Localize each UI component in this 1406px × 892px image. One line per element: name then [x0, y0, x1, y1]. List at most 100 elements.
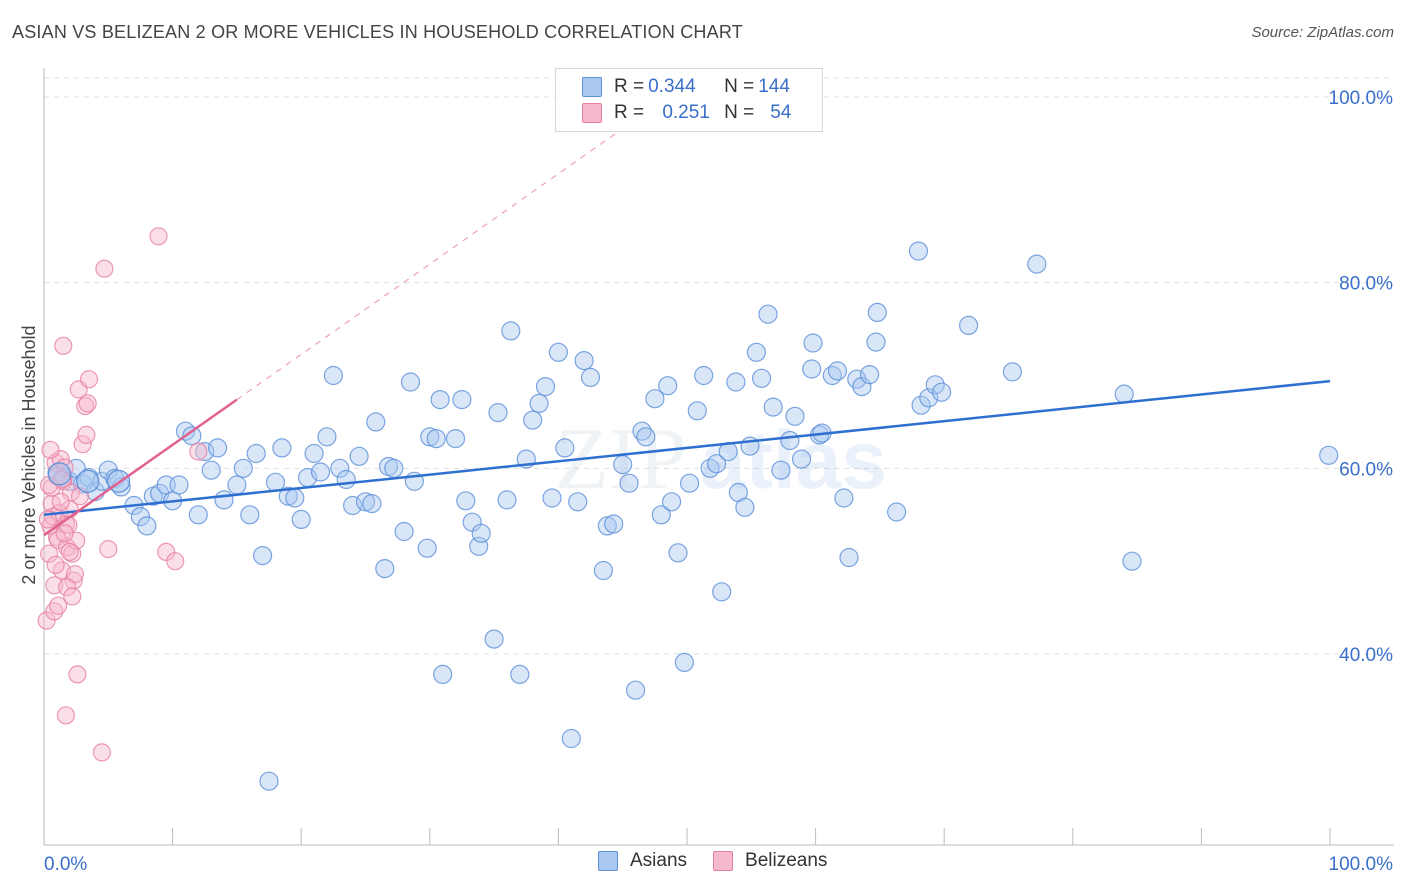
asian-point [336, 469, 356, 490]
asian-point [535, 377, 556, 397]
belizean-point [64, 571, 83, 590]
asian-point [510, 664, 530, 685]
asian-point [746, 342, 767, 362]
asian-point [613, 455, 633, 475]
legend: Asians Belizeans [598, 850, 853, 872]
asian-point [925, 375, 945, 395]
asian-point [317, 427, 337, 447]
belizean-point [41, 440, 60, 459]
asian-point [195, 442, 215, 462]
asian-point [529, 393, 549, 413]
asian-point [619, 473, 639, 493]
asian-point [214, 490, 234, 510]
legend-swatch-belizeans [713, 851, 734, 871]
asian-point [561, 728, 581, 749]
asian-point [137, 516, 157, 536]
asian-point [674, 652, 695, 673]
belizean-point [54, 336, 73, 355]
asian-point [130, 506, 150, 527]
belizean-point [37, 611, 56, 630]
asian-point-cluster [76, 469, 100, 493]
asian-point [501, 321, 521, 341]
stats-swatch-asians [582, 77, 602, 97]
asian-point [726, 372, 746, 392]
belizean-point [51, 492, 70, 511]
x-tick-label: 100.0% [1329, 854, 1394, 875]
asian-point [593, 560, 614, 581]
asian-point [233, 458, 253, 478]
asian-point [375, 558, 395, 579]
asian-point [780, 430, 800, 451]
legend-swatch-asians [598, 851, 618, 871]
belizean-point [68, 665, 87, 684]
belizean-point [63, 587, 82, 606]
asian-point [574, 351, 594, 371]
asian-point [791, 449, 812, 469]
asian-point [604, 514, 624, 534]
asian-point [384, 458, 404, 478]
stats-row-belizeans: R = 0.251 N = 54 [582, 100, 791, 126]
belizean-point [60, 542, 79, 562]
asian-point [735, 497, 755, 517]
n-label: N = [724, 102, 755, 123]
belizean-point [166, 552, 185, 571]
asian-point [259, 771, 279, 791]
stats-box: R = 0.344 N = 144 R = 0.251 N = 54 [555, 68, 823, 132]
belizean-point [39, 544, 59, 563]
asian-point [355, 492, 376, 512]
legend-label-belizeans: Belizeans [745, 850, 828, 871]
asian-point [661, 492, 682, 512]
asian-point [1114, 384, 1134, 404]
belizean-point [95, 259, 114, 278]
n-value: 144 [758, 76, 790, 97]
stats-swatch-belizeans [582, 103, 602, 123]
asian-point [555, 438, 575, 458]
asian-point [349, 446, 369, 466]
asian-point [1319, 445, 1339, 465]
asian-point-cluster [47, 462, 72, 486]
legend-item-asians[interactable]: Asians [598, 850, 687, 872]
asian-point [1002, 362, 1023, 382]
asian-point [712, 582, 732, 602]
trend-lines [43, 128, 1331, 537]
belizean-point [76, 397, 95, 416]
asian-point [208, 438, 228, 458]
asian-point [834, 488, 854, 508]
asian-point [542, 488, 562, 508]
asian-trend-line [43, 379, 1331, 516]
asian-point [751, 368, 772, 388]
asian-point [426, 429, 446, 449]
asian-point [911, 395, 931, 415]
grid-lines [44, 77, 1394, 655]
asian-point [201, 460, 221, 480]
asian-point [523, 410, 543, 430]
asian-point [568, 492, 588, 512]
belizean-point [73, 435, 92, 454]
legend-item-belizeans[interactable]: Belizeans [713, 850, 827, 872]
axes [43, 68, 1394, 846]
asian-point [265, 472, 286, 492]
asian-point [706, 454, 727, 474]
belizean-point [189, 442, 208, 461]
asian-point [931, 382, 952, 402]
asian-point [645, 389, 665, 409]
belizean-point [99, 539, 118, 559]
belizean-point [77, 425, 96, 444]
asian-point [291, 509, 311, 530]
asian-point [908, 241, 929, 261]
asian-point [867, 302, 887, 322]
asian-point [625, 680, 646, 700]
belizean-point [55, 524, 74, 543]
x-tick-labels: 0.0% 100.0% [44, 854, 1393, 875]
asian-point [417, 538, 437, 558]
asian-point [484, 629, 504, 649]
belizean-point [56, 706, 76, 725]
asian-point [852, 377, 872, 397]
source-label: Source: ZipAtlas.com [1251, 24, 1394, 41]
belizean-point [149, 227, 168, 246]
y-tick-label: 60.0% [1339, 459, 1393, 480]
asian-point [580, 367, 601, 387]
asian-point [488, 403, 508, 423]
asian-point [651, 505, 671, 525]
belizean-point [48, 596, 68, 615]
